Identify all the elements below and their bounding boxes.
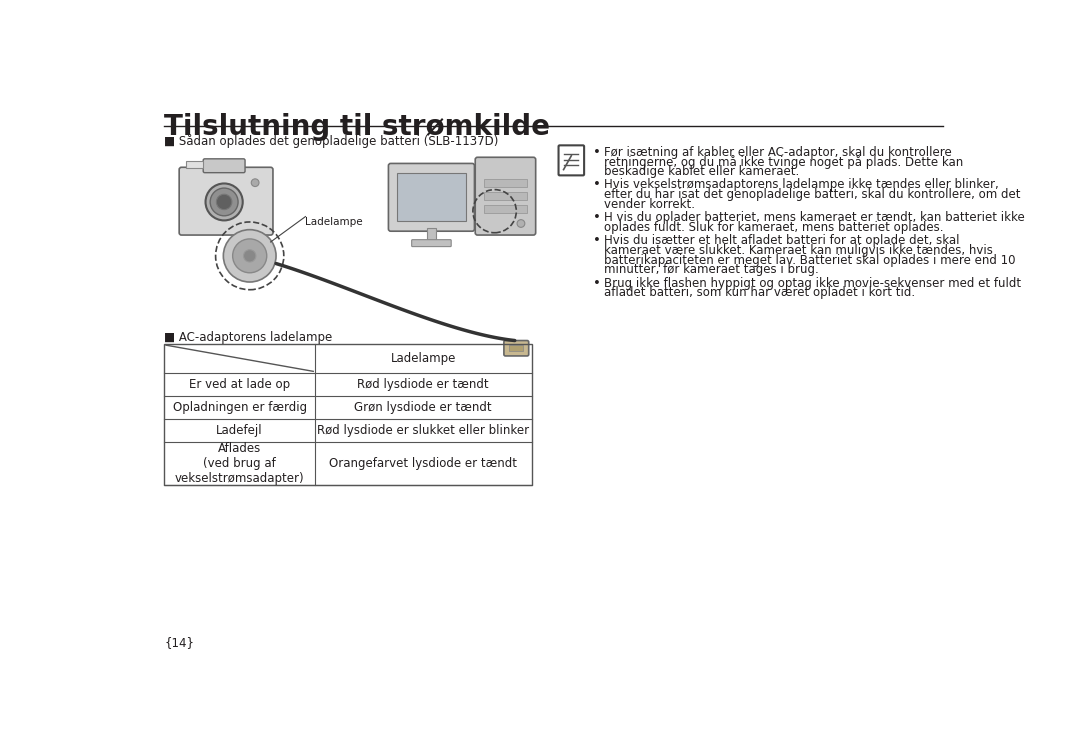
Text: afladet batteri, som kun har været opladet i kort tid.: afladet batteri, som kun har været oplad… [604, 286, 915, 299]
Text: •: • [593, 178, 600, 192]
Text: Rød lysdiode er slukket eller blinker: Rød lysdiode er slukket eller blinker [318, 424, 529, 437]
Text: batterikapaciteten er meget lav. Batteriet skal oplades i mere end 10: batterikapaciteten er meget lav. Batteri… [604, 254, 1015, 266]
FancyBboxPatch shape [504, 340, 529, 356]
Circle shape [252, 179, 259, 186]
Bar [428, 228, 435, 241]
Circle shape [216, 194, 232, 210]
Text: Orangefarvet lysdiode er tændt: Orangefarvet lysdiode er tændt [329, 457, 517, 470]
Text: ■ Sådan oplades det genopladelige batteri (SLB-1137D): ■ Sådan oplades det genopladelige batter… [164, 134, 499, 148]
FancyBboxPatch shape [389, 163, 474, 231]
Text: Er ved at lade op: Er ved at lade op [189, 378, 291, 391]
Text: retningerne, og du må ikke tvinge noget på plads. Dette kan: retningerne, og du må ikke tvinge noget … [604, 155, 963, 169]
Text: minutter, før kameraet tages i brug.: minutter, før kameraet tages i brug. [604, 263, 819, 276]
Bar [186, 161, 203, 168]
Text: •: • [593, 211, 600, 225]
Circle shape [232, 239, 267, 273]
Bar [484, 205, 527, 213]
Text: Rød lysdiode er tændt: Rød lysdiode er tændt [357, 378, 489, 391]
Text: •: • [593, 234, 600, 247]
Text: •: • [593, 145, 600, 159]
Bar [484, 179, 527, 186]
Text: Ladelampe: Ladelampe [391, 352, 456, 365]
Text: beskadige kablet eller kameraet.: beskadige kablet eller kameraet. [604, 165, 799, 178]
Bar [509, 345, 523, 351]
Text: Hvis du isætter et helt afladet batteri for at oplade det, skal: Hvis du isætter et helt afladet batteri … [604, 234, 959, 247]
Text: Hvis vekselstrømsadaptorens ladelampe ikke tændes eller blinker,: Hvis vekselstrømsadaptorens ladelampe ik… [604, 178, 999, 192]
Text: •: • [593, 277, 600, 289]
FancyBboxPatch shape [203, 159, 245, 172]
Text: efter du har isat det genopladelige batteri, skal du kontrollere, om det: efter du har isat det genopladelige batt… [604, 188, 1021, 201]
Text: kameraet være slukket. Kameraet kan muligvis ikke tændes, hvis: kameraet være slukket. Kameraet kan muli… [604, 244, 993, 257]
Text: {14}: {14} [164, 636, 194, 648]
Text: Ladefejl: Ladefejl [216, 424, 262, 437]
FancyBboxPatch shape [558, 145, 584, 175]
Circle shape [211, 188, 238, 216]
Text: Grøn lysdiode er tændt: Grøn lysdiode er tændt [354, 401, 492, 414]
Bar [397, 174, 465, 222]
Circle shape [243, 250, 256, 262]
Text: vender korrekt.: vender korrekt. [604, 198, 694, 210]
FancyBboxPatch shape [179, 167, 273, 235]
Text: Opladningen er færdig: Opladningen er færdig [173, 401, 307, 414]
Circle shape [224, 230, 276, 282]
Text: oplades fuldt. Sluk for kameraet, mens batteriet oplades.: oplades fuldt. Sluk for kameraet, mens b… [604, 221, 943, 233]
Text: Aflades
(ved brug af
vekselstrømsadapter): Aflades (ved brug af vekselstrømsadapter… [175, 442, 305, 485]
Text: H vis du oplader batteriet, mens kameraet er tændt, kan batteriet ikke: H vis du oplader batteriet, mens kamerae… [604, 211, 1025, 225]
Text: Før isætning af kabler eller AC-adaptor, skal du kontrollere: Før isætning af kabler eller AC-adaptor,… [604, 145, 951, 159]
Text: Brug ikke flashen hyppigt og optag ikke movie-sekvenser med et fuldt: Brug ikke flashen hyppigt og optag ikke … [604, 277, 1021, 289]
Bar [164, 344, 531, 486]
FancyBboxPatch shape [475, 157, 536, 235]
FancyBboxPatch shape [411, 239, 451, 247]
Bar [484, 192, 527, 200]
Text: Tilslutning til strømkilde: Tilslutning til strømkilde [164, 113, 551, 140]
Circle shape [517, 219, 525, 228]
Text: ■ AC-adaptorens ladelampe: ■ AC-adaptorens ladelampe [164, 331, 333, 345]
Circle shape [205, 184, 243, 220]
Text: Ladelampe: Ladelampe [306, 217, 363, 228]
